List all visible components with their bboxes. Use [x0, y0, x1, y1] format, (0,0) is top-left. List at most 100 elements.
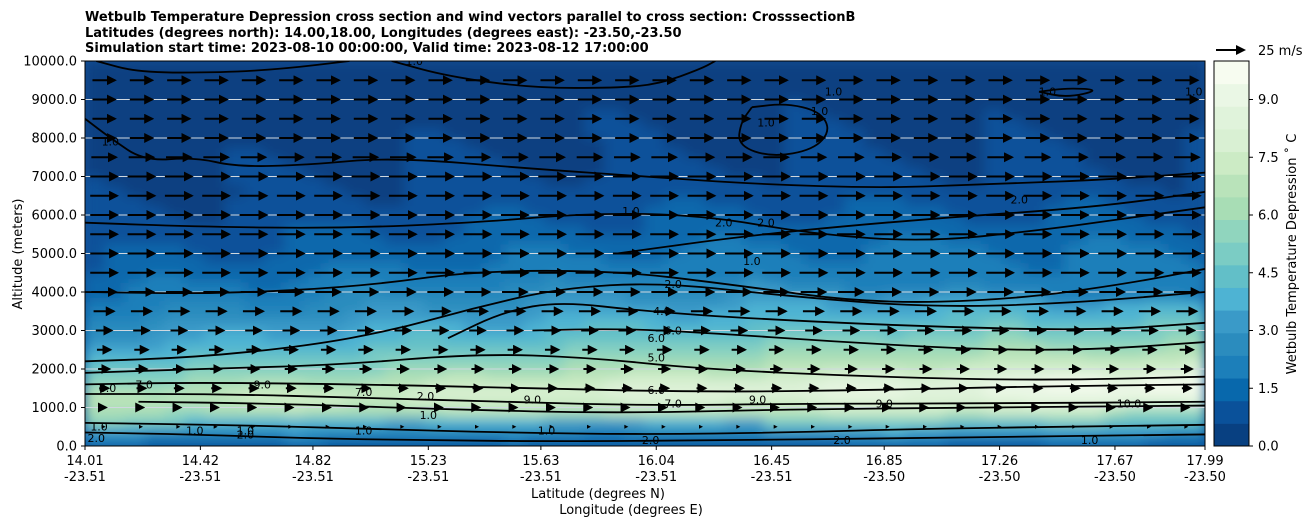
field-cell — [504, 89, 526, 100]
field-cell — [164, 176, 186, 187]
field-cell — [964, 156, 986, 168]
field-cell — [1084, 233, 1106, 245]
field-cell — [844, 99, 866, 110]
field-cell — [104, 330, 126, 341]
field-cell — [424, 195, 446, 206]
field-cell — [404, 387, 426, 399]
field-cell — [264, 108, 286, 120]
field-cell — [784, 358, 806, 370]
field-cell — [144, 281, 166, 293]
field-cell — [984, 349, 1006, 360]
field-cell — [624, 99, 646, 110]
field-cell — [604, 224, 626, 235]
field-cell — [704, 349, 726, 360]
field-cell — [124, 301, 146, 312]
field-cell — [1144, 70, 1166, 81]
field-cell — [704, 243, 726, 254]
field-cell — [644, 224, 666, 235]
field-cell — [864, 79, 886, 91]
contour-label: 2.0 — [642, 434, 660, 447]
field-cell — [1044, 407, 1066, 418]
field-cell — [904, 272, 926, 283]
field-cell — [1184, 339, 1205, 351]
field-cell — [844, 272, 866, 283]
field-cell — [1124, 320, 1146, 331]
field-cell — [1024, 272, 1046, 283]
field-cell — [184, 99, 206, 110]
field-cell — [1104, 349, 1126, 360]
field-cell — [644, 127, 666, 139]
field-cell — [904, 368, 926, 380]
field-cell — [624, 147, 646, 158]
field-cell — [1024, 320, 1046, 331]
field-cell — [384, 118, 406, 129]
field-cell — [784, 204, 806, 216]
field-cell — [1044, 387, 1066, 399]
field-cell — [424, 70, 446, 81]
field-cell — [364, 108, 386, 120]
field-cell — [744, 378, 766, 389]
colorbar-band — [1214, 219, 1249, 243]
field-cell — [844, 416, 866, 428]
field-cell — [904, 224, 926, 235]
field-cell — [1024, 176, 1046, 187]
field-cell — [364, 416, 386, 428]
field-cell — [1184, 426, 1205, 437]
field-cell — [344, 378, 366, 389]
field-cell — [85, 127, 106, 139]
field-cell — [624, 253, 646, 264]
field-cell — [944, 118, 966, 129]
field-cell — [1144, 61, 1166, 72]
field-cell — [1004, 320, 1026, 331]
field-cell — [324, 262, 346, 274]
field-cell — [524, 176, 546, 187]
field-cell — [164, 339, 186, 351]
field-cell — [904, 61, 926, 72]
field-cell — [964, 79, 986, 91]
field-cell — [85, 204, 106, 216]
field-cell — [244, 272, 266, 283]
field-cell — [924, 61, 946, 72]
field-cell — [364, 243, 386, 254]
field-cell — [224, 262, 246, 274]
field-cell — [224, 310, 246, 322]
field-cell — [804, 387, 826, 399]
field-cell — [904, 435, 926, 446]
field-cell — [584, 426, 606, 437]
field-cell — [124, 262, 146, 274]
field-cell — [284, 253, 306, 264]
field-cell — [404, 176, 426, 187]
field-cell — [504, 224, 526, 235]
field-cell — [1184, 301, 1205, 312]
field-cell — [904, 426, 926, 437]
y-axis-ticks: 0.01000.02000.03000.04000.05000.06000.07… — [23, 55, 85, 455]
field-cell — [1024, 99, 1046, 110]
field-cell — [544, 137, 566, 149]
field-cell — [224, 127, 246, 139]
field-cell — [964, 358, 986, 370]
field-cell — [504, 99, 526, 110]
field-cell — [284, 310, 306, 322]
colorbar-band — [1214, 196, 1249, 221]
field-cell — [1144, 233, 1166, 245]
field-cell — [1104, 70, 1126, 81]
field-cell — [284, 99, 306, 110]
field-cell — [384, 310, 406, 322]
field-cell — [1164, 224, 1186, 235]
field-cell — [344, 387, 366, 399]
field-cell — [804, 195, 826, 206]
field-cell — [964, 281, 986, 293]
field-cell — [584, 61, 606, 72]
field-cell — [464, 397, 486, 408]
field-cell — [644, 214, 666, 226]
field-cell — [124, 272, 146, 283]
field-cell — [1124, 61, 1146, 72]
field-cell — [824, 291, 846, 303]
field-cell — [124, 368, 146, 380]
field-cell — [864, 156, 886, 168]
field-cell — [424, 262, 446, 274]
field-cell — [544, 118, 566, 129]
field-cell — [1064, 387, 1086, 399]
field-cell — [464, 262, 486, 274]
field-cell — [444, 108, 466, 120]
